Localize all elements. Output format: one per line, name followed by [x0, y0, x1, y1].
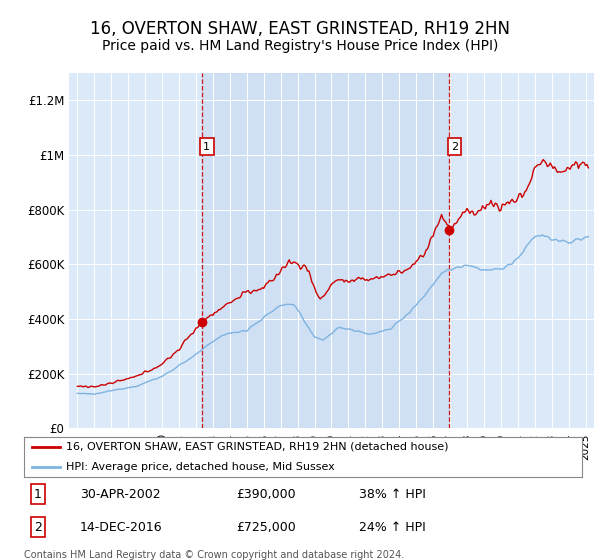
- Text: £390,000: £390,000: [236, 488, 296, 501]
- Text: 1: 1: [203, 142, 210, 152]
- Text: 24% ↑ HPI: 24% ↑ HPI: [359, 521, 425, 534]
- Text: 14-DEC-2016: 14-DEC-2016: [80, 521, 163, 534]
- Text: 16, OVERTON SHAW, EAST GRINSTEAD, RH19 2HN: 16, OVERTON SHAW, EAST GRINSTEAD, RH19 2…: [90, 20, 510, 38]
- Text: 38% ↑ HPI: 38% ↑ HPI: [359, 488, 425, 501]
- Text: Contains HM Land Registry data © Crown copyright and database right 2024.
This d: Contains HM Land Registry data © Crown c…: [24, 550, 404, 560]
- Text: HPI: Average price, detached house, Mid Sussex: HPI: Average price, detached house, Mid …: [66, 462, 335, 472]
- Text: 1: 1: [34, 488, 42, 501]
- Text: 16, OVERTON SHAW, EAST GRINSTEAD, RH19 2HN (detached house): 16, OVERTON SHAW, EAST GRINSTEAD, RH19 2…: [66, 442, 448, 452]
- Text: 2: 2: [34, 521, 42, 534]
- Bar: [202, 73, 449, 428]
- Text: Price paid vs. HM Land Registry's House Price Index (HPI): Price paid vs. HM Land Registry's House …: [102, 39, 498, 53]
- Text: £725,000: £725,000: [236, 521, 296, 534]
- Text: 30-APR-2002: 30-APR-2002: [80, 488, 160, 501]
- Text: 2: 2: [451, 142, 458, 152]
